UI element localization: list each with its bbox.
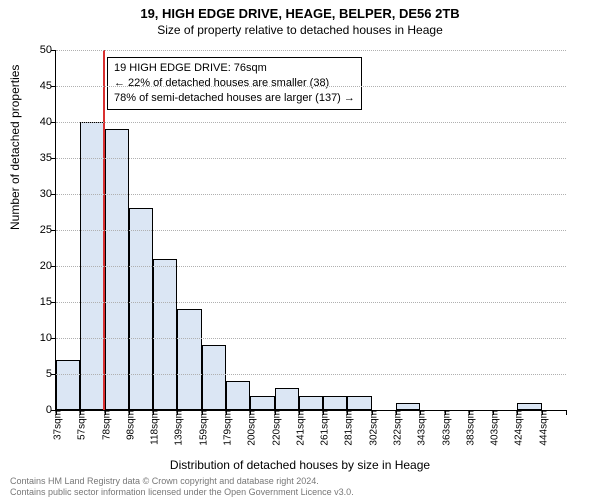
histogram-bar	[153, 259, 177, 410]
histogram-bar	[250, 396, 274, 410]
xtick-label: 261sqm	[316, 410, 331, 446]
annotation-box: 19 HIGH EDGE DRIVE: 76sqm ← 22% of detac…	[107, 57, 362, 110]
annotation-line-1: 19 HIGH EDGE DRIVE: 76sqm	[114, 61, 355, 76]
histogram-bar	[323, 396, 347, 410]
xtick-label: 322sqm	[389, 410, 404, 446]
xtick-label: 383sqm	[461, 410, 476, 446]
histogram-bar	[202, 345, 226, 410]
xtick-mark	[566, 410, 567, 415]
xtick-label: 302sqm	[364, 410, 379, 446]
ytick-label: 50	[40, 44, 56, 56]
histogram-bar	[396, 403, 420, 410]
xtick-label: 444sqm	[534, 410, 549, 446]
gridline	[56, 374, 566, 375]
gridline	[56, 230, 566, 231]
gridline	[56, 122, 566, 123]
y-axis-label: Number of detached properties	[8, 65, 22, 230]
chart-subtitle: Size of property relative to detached ho…	[0, 21, 600, 37]
xtick-label: 159sqm	[194, 410, 209, 446]
gridline	[56, 158, 566, 159]
xtick-label: 343sqm	[413, 410, 428, 446]
xtick-label: 98sqm	[121, 410, 136, 440]
gridline	[56, 194, 566, 195]
plot-area: 19 HIGH EDGE DRIVE: 76sqm ← 22% of detac…	[55, 50, 566, 411]
histogram-bar	[275, 388, 299, 410]
ytick-label: 30	[40, 188, 56, 200]
histogram-bar	[347, 396, 371, 410]
footer-attribution: Contains HM Land Registry data © Crown c…	[10, 476, 354, 498]
histogram-bar	[226, 381, 250, 410]
ytick-label: 5	[46, 368, 56, 380]
histogram-bar	[129, 208, 153, 410]
gridline	[56, 86, 566, 87]
xtick-label: 179sqm	[219, 410, 234, 446]
ytick-label: 25	[40, 224, 56, 236]
ytick-label: 45	[40, 80, 56, 92]
gridline	[56, 50, 566, 51]
annotation-line-2: ← 22% of detached houses are smaller (38…	[114, 76, 355, 91]
histogram-bar	[105, 129, 129, 410]
xtick-label: 139sqm	[170, 410, 185, 446]
ytick-label: 20	[40, 260, 56, 272]
xtick-label: 363sqm	[437, 410, 452, 446]
histogram-bar	[517, 403, 541, 410]
xtick-label: 200sqm	[243, 410, 258, 446]
xtick-label: 241sqm	[291, 410, 306, 446]
ytick-label: 15	[40, 296, 56, 308]
gridline	[56, 266, 566, 267]
ytick-label: 40	[40, 116, 56, 128]
histogram-bar	[177, 309, 201, 410]
xtick-label: 57sqm	[73, 410, 88, 440]
chart-title: 19, HIGH EDGE DRIVE, HEAGE, BELPER, DE56…	[0, 0, 600, 21]
xtick-label: 37sqm	[49, 410, 64, 440]
ytick-label: 10	[40, 332, 56, 344]
gridline	[56, 338, 566, 339]
histogram-bar	[299, 396, 323, 410]
footer-line-1: Contains HM Land Registry data © Crown c…	[10, 476, 354, 487]
histogram-bar	[56, 360, 80, 410]
chart-container: 19, HIGH EDGE DRIVE, HEAGE, BELPER, DE56…	[0, 0, 600, 500]
x-axis-label: Distribution of detached houses by size …	[0, 458, 600, 472]
xtick-label: 118sqm	[146, 410, 161, 445]
xtick-label: 281sqm	[340, 410, 355, 446]
xtick-label: 78sqm	[97, 410, 112, 440]
xtick-label: 220sqm	[267, 410, 282, 446]
annotation-line-3: 78% of semi-detached houses are larger (…	[114, 91, 355, 106]
xtick-label: 403sqm	[486, 410, 501, 446]
gridline	[56, 302, 566, 303]
ytick-label: 35	[40, 152, 56, 164]
xtick-label: 424sqm	[510, 410, 525, 446]
footer-line-2: Contains public sector information licen…	[10, 487, 354, 498]
